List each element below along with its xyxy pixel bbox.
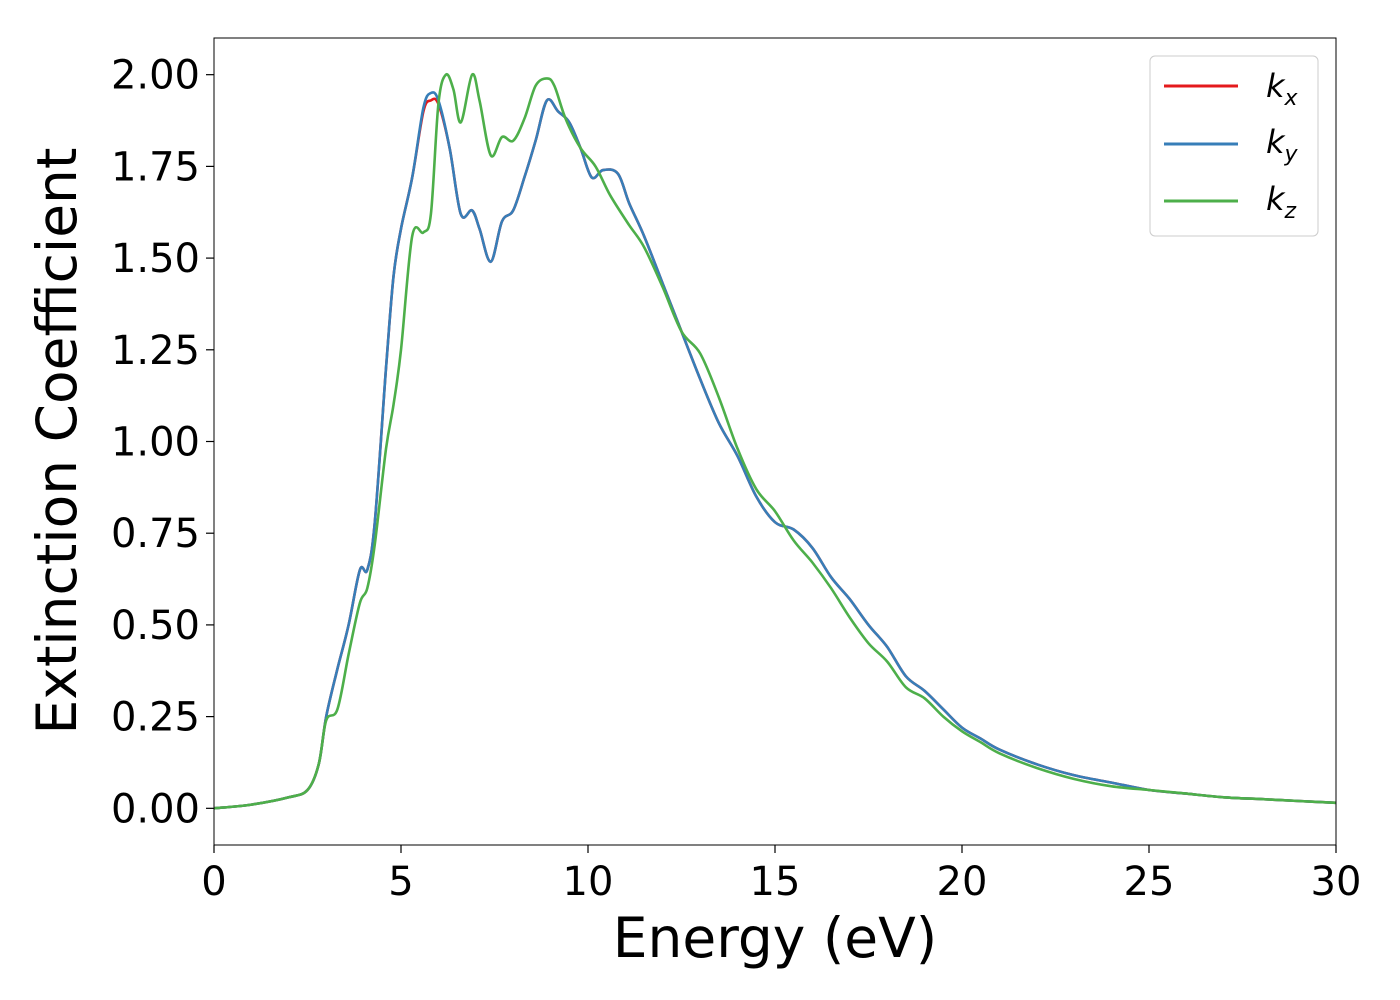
x-tick-label: 15 — [750, 859, 801, 905]
legend-label-kz: kz — [1266, 180, 1297, 224]
y-tick-label: 1.50 — [111, 236, 200, 282]
y-tick-label: 0.50 — [111, 603, 200, 649]
x-tick-label: 10 — [563, 859, 614, 905]
x-tick-label: 5 — [388, 859, 413, 905]
legend-label-ky-base: k — [1266, 123, 1286, 161]
legend-label-ky-sub: y — [1284, 142, 1299, 167]
x-tick-label: 30 — [1311, 859, 1362, 905]
legend-box — [1149, 55, 1319, 237]
legend-label-kx: kx — [1266, 67, 1299, 111]
legend-label-kx-base: k — [1266, 67, 1286, 105]
x-tick-label: 25 — [1124, 859, 1175, 905]
x-tick-label: 0 — [201, 859, 226, 905]
legend-label-kx-sub: x — [1284, 86, 1299, 111]
y-tick-label: 1.75 — [111, 144, 200, 190]
y-tick-label: 2.00 — [111, 53, 200, 99]
y-tick-label: 1.00 — [111, 420, 200, 466]
series-layer — [213, 72, 1337, 810]
legend-label-kz-sub: z — [1284, 199, 1297, 224]
x-axis-title: Energy (eV) — [613, 906, 937, 970]
x-tick-label: 20 — [937, 859, 988, 905]
legend-label-kz-base: k — [1266, 180, 1286, 218]
y-axis: 0.00 0.25 0.50 0.75 1.00 1.25 1.50 1.75 2.00 — [111, 53, 214, 832]
legend: kx ky kz — [1149, 55, 1319, 237]
legend-label-ky: ky — [1266, 123, 1299, 167]
x-axis: 0 5 10 15 20 25 30 — [201, 845, 1361, 905]
y-tick-label: 0.00 — [111, 786, 200, 832]
series-line-kz — [213, 72, 1337, 810]
y-tick-label: 0.75 — [111, 511, 200, 557]
y-axis-title: Extinction Coefficient — [25, 148, 89, 735]
y-tick-label: 1.25 — [111, 328, 200, 374]
y-tick-label: 0.25 — [111, 695, 200, 741]
series-line-ky — [213, 91, 1337, 810]
